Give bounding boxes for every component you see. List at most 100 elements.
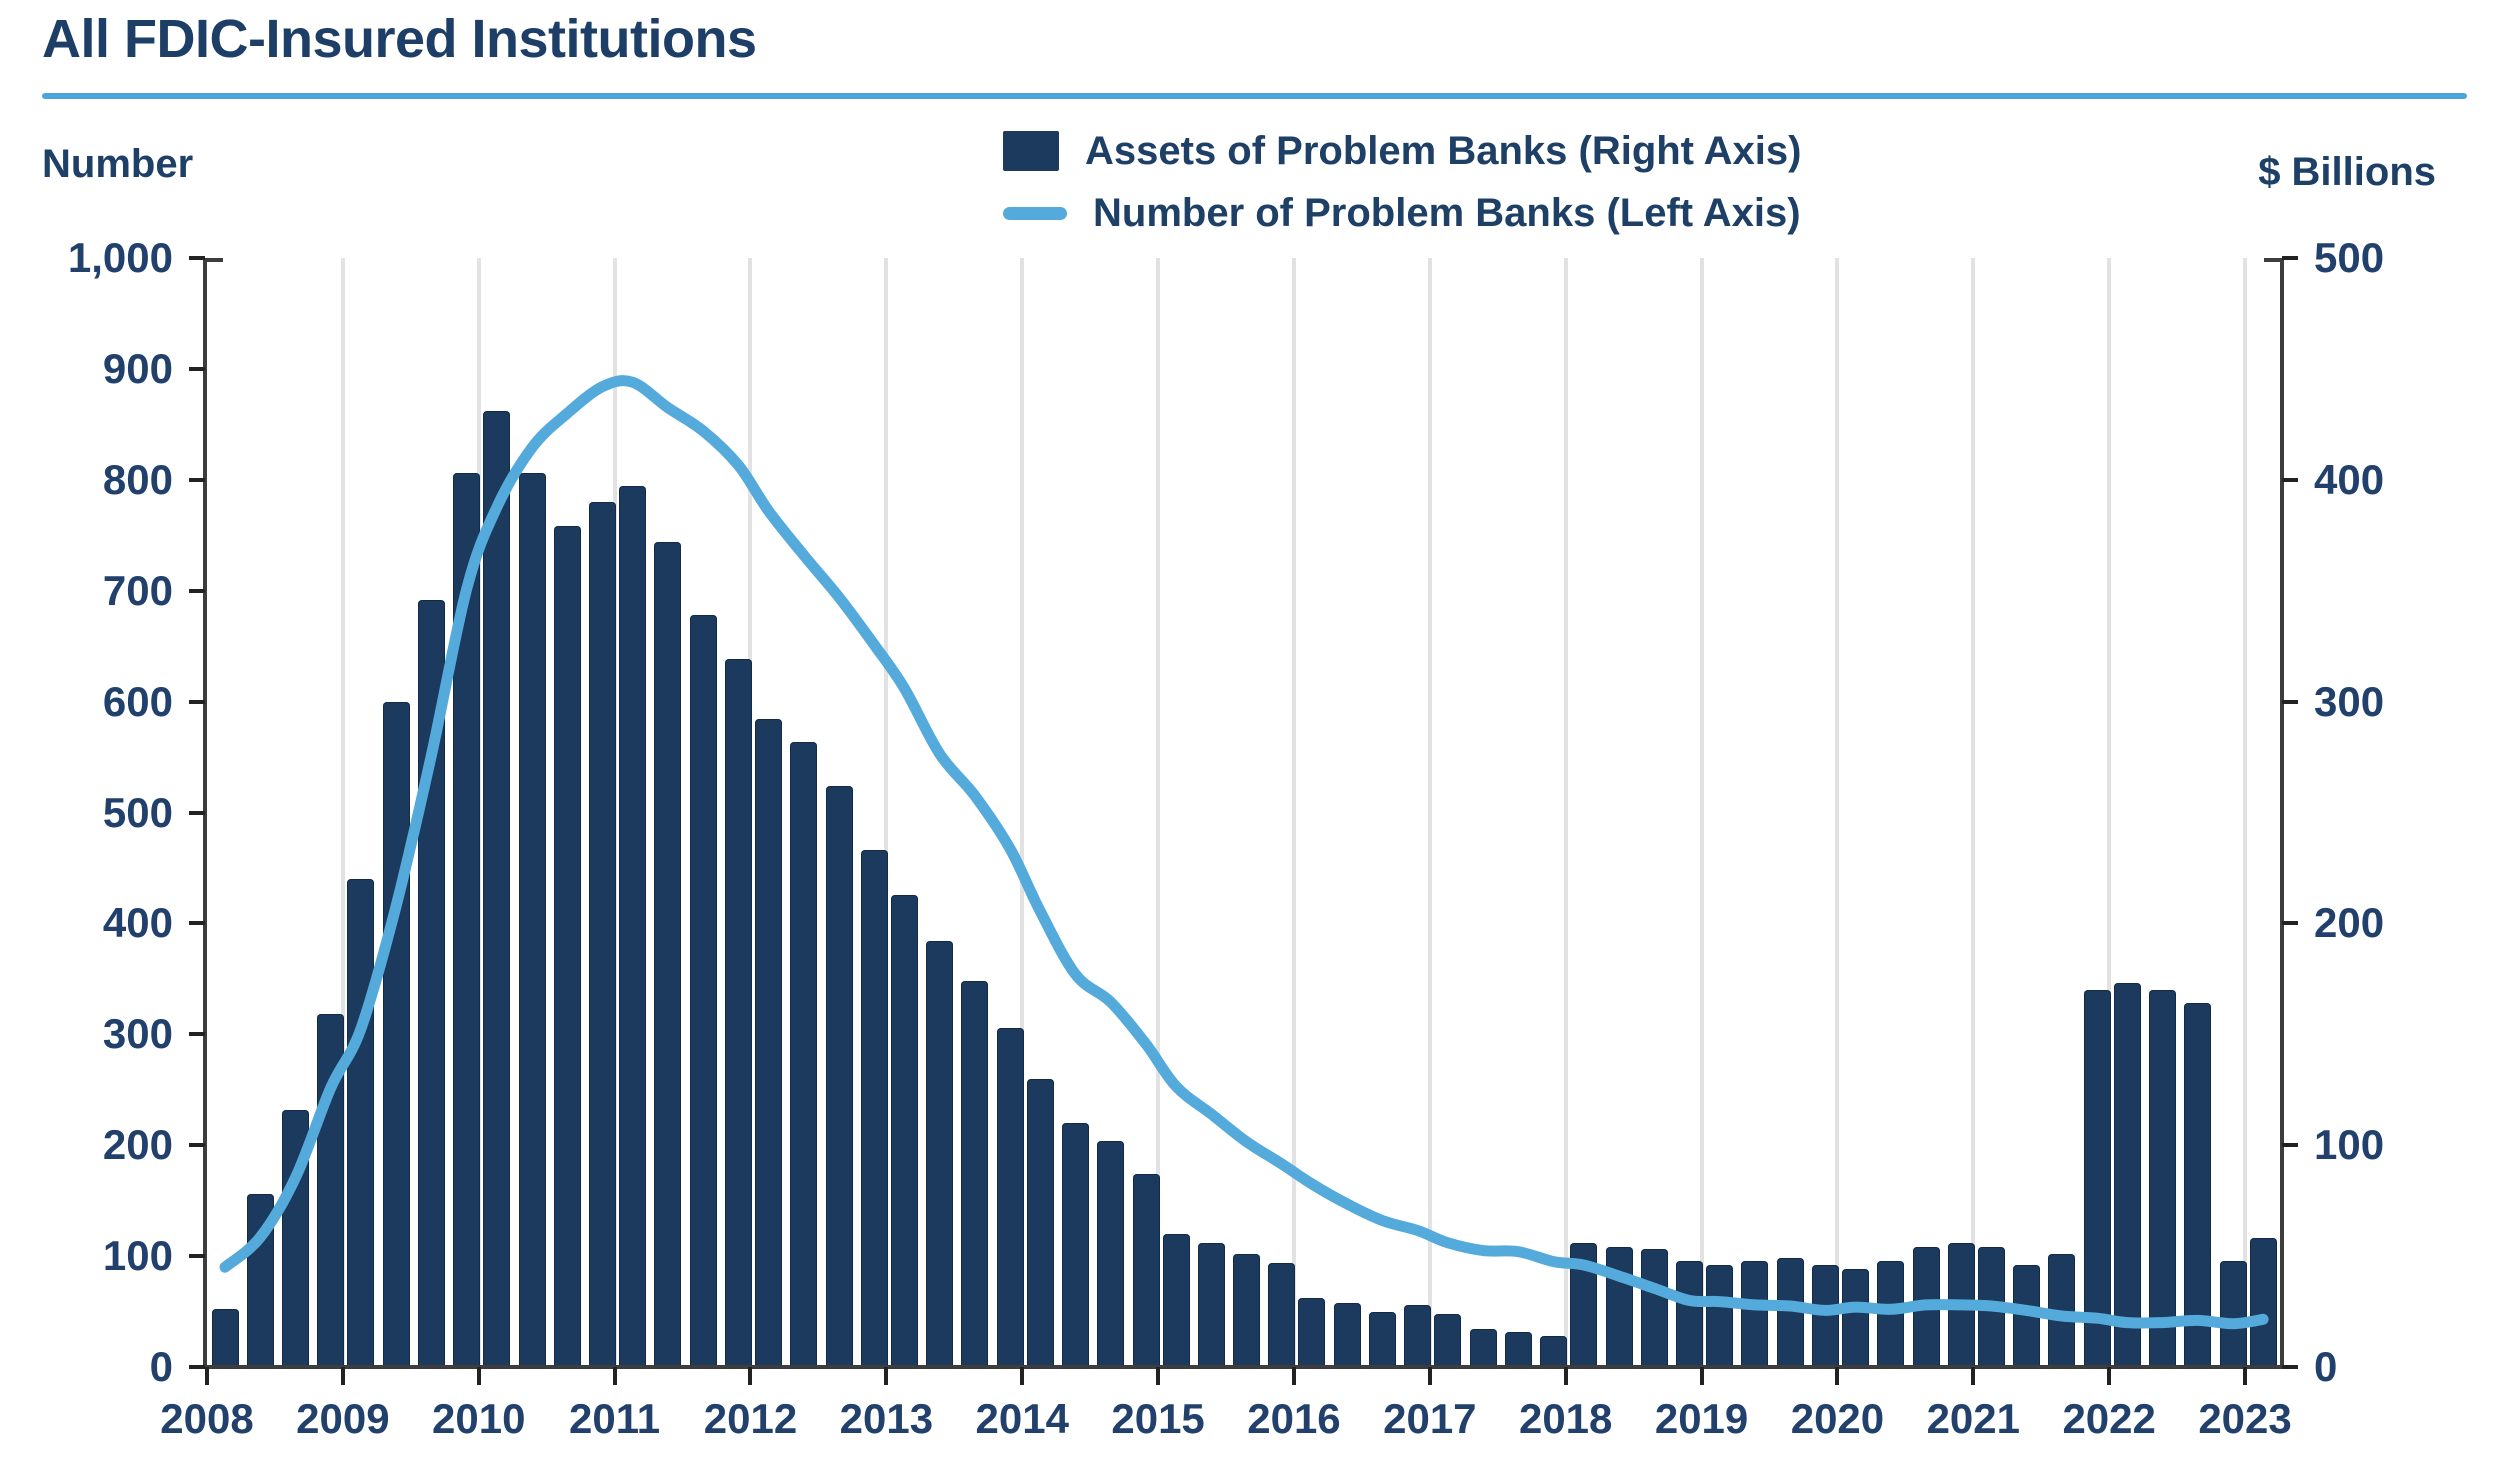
right-axis-tick	[2282, 477, 2298, 482]
x-axis-tick	[748, 1367, 753, 1385]
bar-2015Q4	[1268, 1262, 1296, 1367]
left-axis-tick-label: 700	[102, 566, 173, 614]
problem-banks-line-layer	[219, 375, 2269, 1330]
right-axis-tick	[2282, 1365, 2298, 1369]
bar-2009Q2	[382, 701, 410, 1367]
bar-2015Q1	[1162, 1233, 1190, 1367]
left-axis-tick-label: 100	[102, 1232, 173, 1280]
line-swatch-icon	[1003, 206, 1067, 220]
x-axis-year-label: 2019	[1654, 1395, 1749, 1442]
left-axis-tick	[189, 810, 205, 815]
title-underline	[42, 93, 2467, 99]
bar-2022Q1	[2113, 983, 2141, 1367]
x-axis-tick	[1427, 1367, 1432, 1385]
left-axis-cap	[203, 258, 223, 262]
year-gridline	[1291, 258, 1296, 1367]
bar-2016Q1	[1298, 1298, 1326, 1367]
bar-2010Q4	[589, 501, 617, 1367]
x-axis-year-label: 2017	[1383, 1395, 1477, 1442]
year-gridline	[884, 258, 889, 1367]
left-axis-tick	[189, 1032, 205, 1037]
bar-2008Q1	[211, 1309, 239, 1367]
x-axis-year-label: 2018	[1518, 1395, 1613, 1442]
right-axis-tick-label: 400	[2314, 455, 2385, 503]
left-axis-tick	[189, 256, 205, 260]
left-axis-tick-label: 0	[149, 1343, 173, 1390]
right-axis-tick-label: 200	[2314, 899, 2385, 947]
left-axis-tick	[189, 1365, 205, 1369]
x-axis-year-label: 2013	[839, 1395, 934, 1442]
left-axis-tick	[189, 699, 205, 704]
year-gridline	[340, 258, 345, 1367]
x-axis-year-label: 2016	[1247, 1395, 1341, 1442]
bar-2018Q3	[1640, 1249, 1668, 1367]
left-axis-tick-label: 400	[102, 899, 173, 947]
x-axis-tick	[1020, 1367, 1025, 1385]
right-axis-tick-label: 0	[2314, 1343, 2338, 1390]
x-axis-tick	[1971, 1367, 1976, 1385]
left-axis-tick-label: 800	[102, 455, 173, 503]
year-gridline	[2243, 258, 2248, 1367]
left-axis-tick-label: 300	[102, 1010, 173, 1058]
bar-2019Q3	[1776, 1258, 1804, 1367]
bar-2017Q4	[1540, 1335, 1568, 1367]
bar-2010Q1	[483, 411, 511, 1367]
bar-2017Q1	[1434, 1313, 1462, 1367]
right-axis-tick	[2282, 699, 2298, 704]
bar-2015Q3	[1233, 1253, 1261, 1367]
bar-2015Q2	[1197, 1242, 1225, 1367]
left-axis-tick	[189, 588, 205, 593]
bar-2013Q4	[996, 1027, 1024, 1367]
bar-2016Q2	[1333, 1302, 1361, 1367]
x-axis-year-label: 2021	[1926, 1395, 2021, 1442]
bar-2011Q1	[619, 486, 647, 1367]
bar-2014Q2	[1062, 1123, 1090, 1367]
x-axis-tick	[205, 1367, 209, 1385]
left-axis-line	[203, 258, 207, 1367]
x-axis-year-label: 2014	[975, 1395, 1069, 1442]
x-axis-year-label: 2015	[1111, 1395, 1205, 1442]
right-axis-title: $ Billions	[2258, 150, 2436, 194]
x-axis-tick	[1699, 1367, 1704, 1385]
left-axis-tick-label: 900	[102, 344, 173, 392]
year-gridline	[2107, 258, 2112, 1367]
left-axis-tick	[189, 921, 205, 926]
bar-2012Q4	[860, 850, 888, 1367]
bar-2013Q1	[890, 894, 918, 1367]
legend: Assets of Problem Banks (Right Axis) Num…	[1003, 120, 1801, 244]
x-axis-tick	[2243, 1367, 2248, 1385]
x-axis-year-label: 2020	[1790, 1395, 1885, 1442]
x-axis-year-label: 2022	[2062, 1395, 2156, 1442]
left-axis-tick-label: 500	[102, 788, 173, 836]
bar-2017Q3	[1504, 1331, 1532, 1367]
x-axis-tick	[1291, 1367, 1296, 1385]
bar-2010Q2	[518, 473, 546, 1367]
year-gridline	[1020, 258, 1025, 1367]
left-axis-tick-label: 600	[102, 677, 173, 725]
x-axis-tick	[2107, 1367, 2112, 1385]
year-gridline	[1971, 258, 1976, 1367]
bar-2012Q3	[825, 785, 853, 1367]
right-axis-tick-label: 100	[2314, 1121, 2385, 1169]
bar-2022Q2	[2148, 989, 2176, 1367]
bar-2010Q3	[553, 526, 581, 1367]
bar-2018Q2	[1605, 1247, 1633, 1367]
bottom-axis-line	[195, 1365, 2284, 1369]
left-axis-tick	[189, 477, 205, 482]
x-axis-year-label: 2008	[160, 1395, 254, 1442]
bar-2013Q3	[961, 981, 989, 1367]
bar-2023Q1	[2249, 1238, 2277, 1367]
x-axis-year-label: 2023	[2198, 1395, 2292, 1442]
bar-2019Q4	[1811, 1264, 1839, 1367]
right-axis-line	[2280, 258, 2284, 1367]
right-axis-tick-label: 500	[2314, 234, 2385, 281]
bar-2012Q1	[754, 719, 782, 1367]
x-axis-tick	[1835, 1367, 1840, 1385]
x-axis-tick	[1156, 1367, 1161, 1385]
year-gridline	[1563, 258, 1568, 1367]
x-axis-tick	[1563, 1367, 1568, 1385]
legend-item-number: Number of Problem Banks (Left Axis)	[1003, 182, 1801, 244]
bar-2013Q2	[926, 941, 954, 1367]
year-gridline	[1427, 258, 1432, 1367]
